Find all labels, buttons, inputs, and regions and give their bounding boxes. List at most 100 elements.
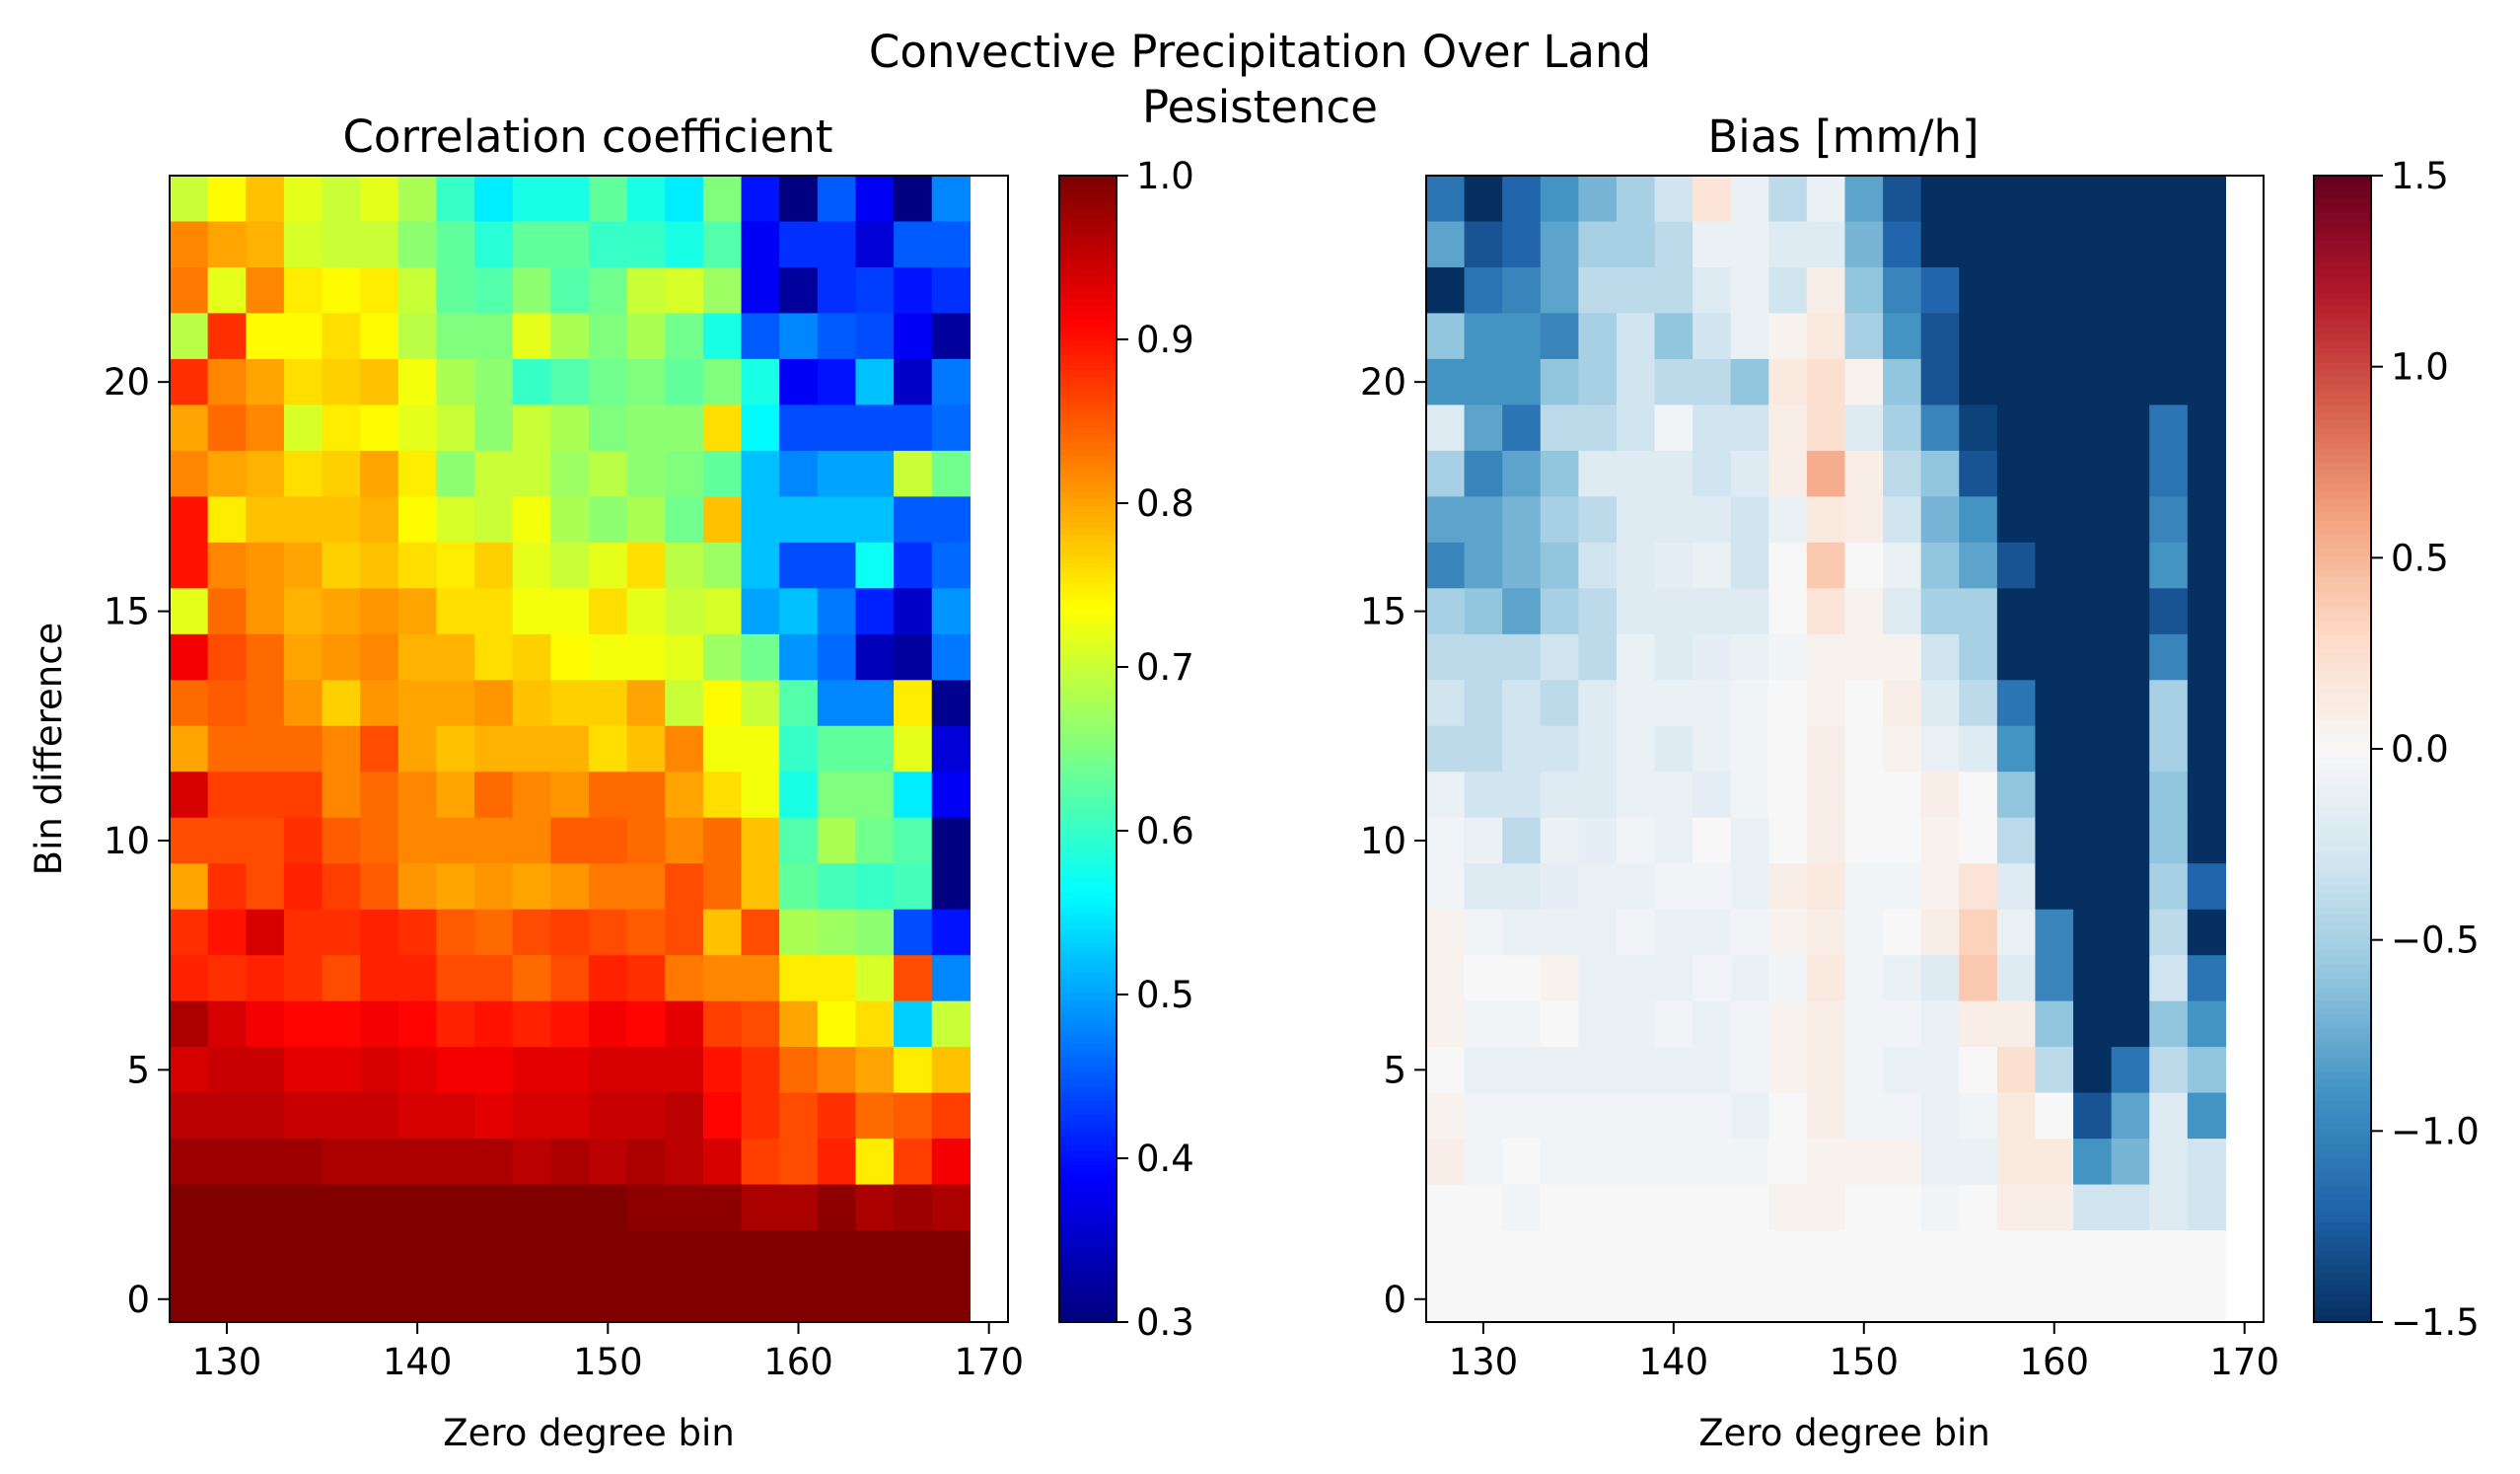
- heatmap-cell: [1502, 1230, 1542, 1278]
- heatmap-cell: [1502, 542, 1542, 589]
- heatmap-cell: [1654, 266, 1693, 315]
- heatmap-cell: [1540, 405, 1579, 452]
- heatmap-cell: [474, 450, 514, 497]
- colorbar-segment: [2314, 1099, 2371, 1108]
- colorbar-segment: [2314, 827, 2371, 836]
- heatmap-cell: [894, 1139, 933, 1186]
- colorbar-segment: [2314, 1064, 2371, 1072]
- heatmap-cell: [1768, 450, 1808, 497]
- heatmap-cell: [741, 266, 780, 315]
- colorbar-segment: [2314, 934, 2371, 943]
- heatmap-cell: [1768, 1184, 1808, 1231]
- heatmap-cell: [817, 633, 857, 681]
- heatmap-cell: [1730, 1139, 1769, 1186]
- heatmap-cell: [2187, 955, 2227, 1002]
- heatmap-cell: [1616, 405, 1656, 452]
- heatmap-cell: [894, 817, 933, 864]
- heatmap-cell: [1654, 680, 1693, 727]
- heatmap-cell: [741, 221, 780, 268]
- heatmap-cell: [550, 496, 590, 544]
- heatmap-cell: [207, 955, 247, 1002]
- heatmap-cell: [741, 405, 780, 452]
- colorbar-segment: [2314, 1186, 2371, 1195]
- heatmap-cell: [2111, 588, 2150, 635]
- colorbar-segment: [1059, 770, 1116, 778]
- heatmap-cell: [170, 176, 209, 223]
- heatmap-cell: [1426, 633, 1466, 681]
- colorbar-segment: [1059, 1064, 1116, 1072]
- heatmap-cell: [2187, 588, 2227, 635]
- heatmap-cell: [2073, 266, 2113, 315]
- heatmap-cell: [397, 588, 438, 635]
- heatmap-cell: [779, 266, 819, 315]
- heatmap-cell: [1654, 817, 1693, 864]
- heatmap-cell: [436, 863, 475, 911]
- heatmap-cell: [436, 680, 475, 727]
- heatmap-cell: [2187, 680, 2227, 727]
- heatmap-cell: [474, 1139, 514, 1186]
- colorbar-segment: [2314, 1250, 2371, 1259]
- heatmap-cell: [741, 1139, 780, 1186]
- heatmap-cell: [550, 817, 590, 864]
- colorbar-segment: [1059, 806, 1116, 815]
- heatmap-cell: [702, 313, 743, 360]
- heatmap-cell: [817, 772, 857, 819]
- y-tick-label: 15: [1360, 591, 1406, 633]
- heatmap-cell: [702, 542, 743, 589]
- heatmap-cell: [741, 680, 780, 727]
- colorbar-tick-label: 0.6: [1136, 810, 1194, 852]
- heatmap-cell: [1654, 313, 1693, 360]
- heatmap-cell: [1578, 633, 1618, 681]
- heatmap-cell: [2035, 266, 2074, 315]
- heatmap-cell: [2149, 358, 2189, 405]
- heatmap-cell: [283, 405, 324, 452]
- heatmap-cell: [1996, 266, 2037, 315]
- heatmap-cell: [207, 450, 247, 497]
- heatmap-cell: [207, 588, 247, 635]
- colorbar-segment: [2314, 240, 2371, 249]
- heatmap-cell: [894, 772, 933, 819]
- heatmap-cell: [322, 176, 361, 223]
- heatmap-cell: [1426, 496, 1466, 544]
- heatmap-cell: [2187, 633, 2227, 681]
- heatmap-cell: [474, 542, 514, 589]
- colorbar-tick-label: 1.5: [2391, 155, 2449, 197]
- heatmap-cell: [207, 496, 247, 544]
- colorbar-segment: [1059, 641, 1116, 650]
- heatmap-cell: [931, 542, 971, 589]
- heatmap-cell: [1502, 633, 1542, 681]
- heatmap-cell: [512, 221, 551, 268]
- heatmap-cell: [2187, 542, 2227, 589]
- heatmap-cell: [1464, 588, 1503, 635]
- colorbar-segment: [1059, 691, 1116, 700]
- heatmap-cell: [1692, 725, 1732, 773]
- heatmap-cell: [741, 909, 780, 956]
- heatmap-cell: [283, 221, 324, 268]
- heatmap-cell: [2073, 909, 2113, 956]
- heatmap-cell: [2111, 496, 2150, 544]
- heatmap-cell: [1920, 1230, 1960, 1278]
- colorbar-segment: [2314, 855, 2371, 864]
- heatmap-cell: [1616, 680, 1656, 727]
- heatmap-cell: [2035, 1276, 2074, 1323]
- heatmap-cell: [246, 176, 285, 223]
- colorbar-segment: [2314, 813, 2371, 822]
- heatmap-cell: [1920, 266, 1960, 315]
- heatmap-cell: [2149, 221, 2189, 268]
- colorbar-segment: [1059, 591, 1116, 600]
- heatmap-cell: [360, 176, 399, 223]
- heatmap-cell: [512, 955, 551, 1002]
- colorbar-segment: [2314, 985, 2371, 994]
- colorbar-segment: [1059, 319, 1116, 328]
- heatmap-cell: [2111, 405, 2150, 452]
- colorbar-segment: [1059, 949, 1116, 958]
- colorbar-segment: [2314, 1171, 2371, 1180]
- heatmap-cell: [702, 496, 743, 544]
- heatmap-cell: [1502, 772, 1542, 819]
- heatmap-cell: [1768, 633, 1808, 681]
- heatmap-cell: [1464, 266, 1503, 315]
- heatmap-cell: [1996, 1276, 2037, 1323]
- heatmap-cell: [817, 496, 857, 544]
- heatmap-cell: [1730, 817, 1769, 864]
- heatmap-cell: [1920, 405, 1960, 452]
